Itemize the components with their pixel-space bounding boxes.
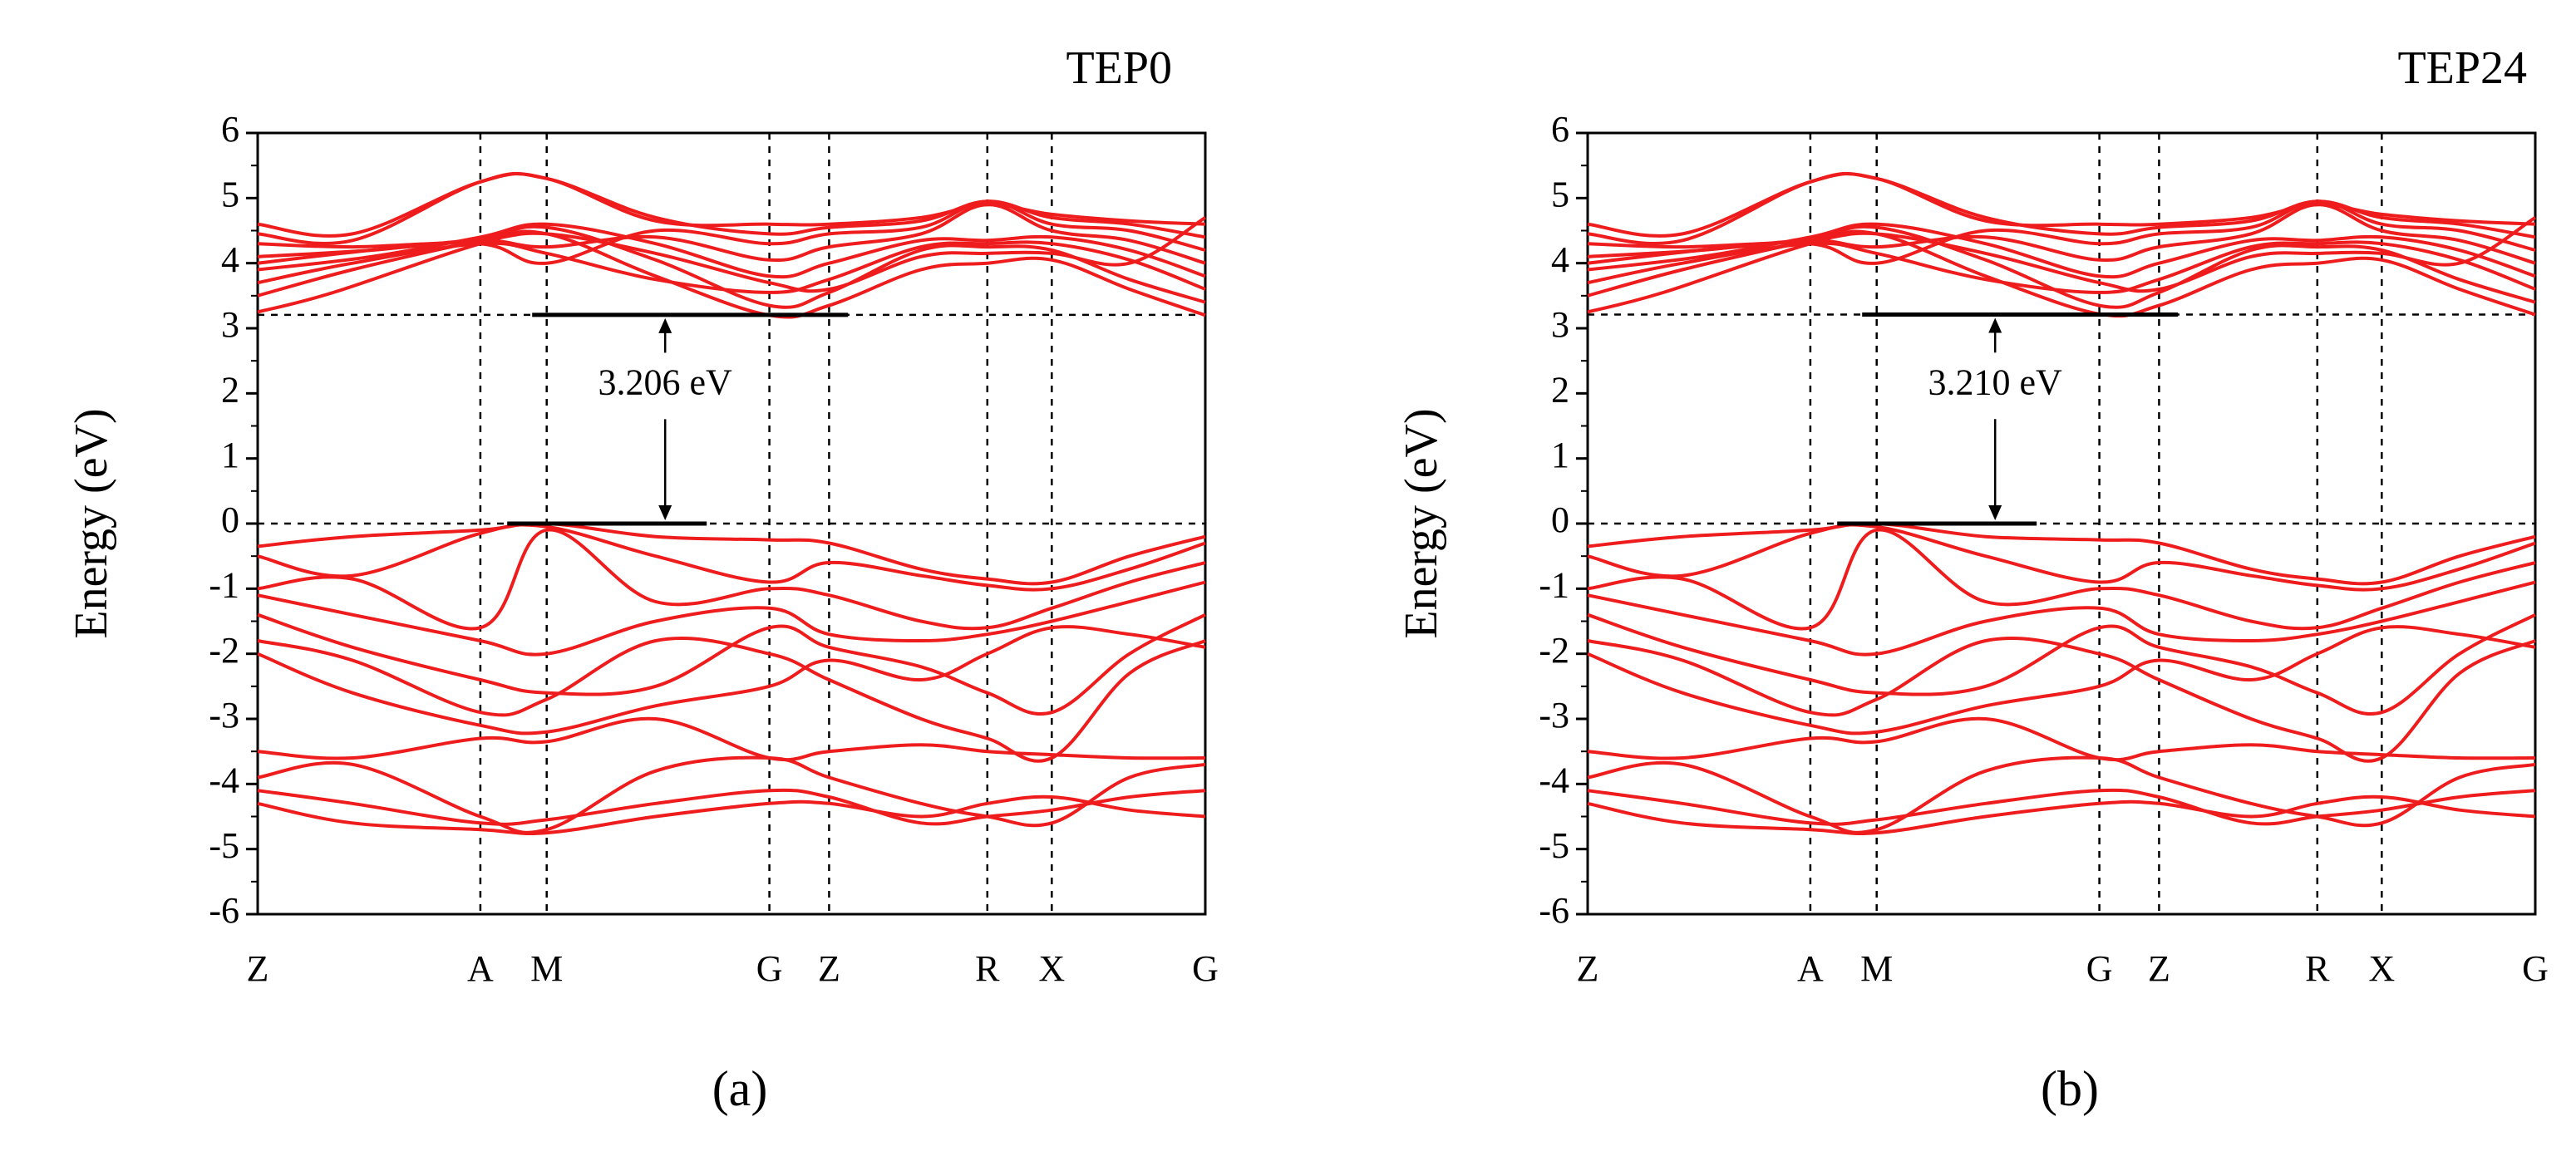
band-line-cb8 — [1587, 172, 2536, 238]
y-tick-label: 1 — [1551, 435, 1569, 475]
y-tick-label: 4 — [221, 239, 239, 280]
x-tick-label: M — [1860, 948, 1893, 989]
band-gap-annotation: 3.210 eV — [1837, 312, 2179, 526]
chart-title: TEP24 — [2397, 42, 2527, 94]
band-line-vb1 — [257, 521, 1206, 586]
y-tick-label: 0 — [221, 499, 239, 540]
band-line-vb5 — [257, 612, 1206, 716]
y-tick-label: 2 — [221, 369, 239, 410]
y-axis-ticks: -6 -5 -4 -3 -2 -1 0 1 2 3 4 5 6 — [209, 109, 258, 931]
y-tick-label: -6 — [209, 890, 239, 931]
band-line-vb8 — [257, 716, 1206, 762]
band-line-vb1 — [1587, 521, 2536, 586]
chart-title: TEP0 — [1066, 42, 1172, 94]
y-tick-label: 0 — [1551, 499, 1569, 540]
band-line-vb11 — [257, 794, 1206, 835]
y-axis-title: Energy (eV) — [1396, 408, 1447, 638]
y-tick-label: -2 — [209, 630, 239, 671]
y-tick-label: -1 — [1539, 564, 1569, 605]
arrowhead-up-icon — [1988, 317, 2002, 333]
x-tick-label: G — [2086, 948, 2113, 989]
band-line-vb6 — [257, 637, 1206, 763]
band-line-cb3 — [257, 240, 1206, 294]
x-tick-label: Z — [2148, 948, 2170, 989]
band-line-cb9 — [257, 216, 1207, 293]
y-tick-label: 6 — [1551, 109, 1569, 150]
band-line-vb4 — [1587, 580, 2536, 657]
x-tick-label: X — [1038, 948, 1065, 989]
y-tick-label: -4 — [209, 760, 239, 800]
x-tick-label: A — [467, 948, 494, 989]
band-line-vb2 — [257, 523, 1206, 592]
gap-label-background — [1899, 357, 2091, 415]
band-lines — [1587, 171, 2537, 835]
band-line-vb4 — [257, 580, 1206, 657]
band-line-vb8 — [1587, 716, 2536, 762]
x-tick-label: G — [1192, 948, 1219, 989]
band-line-vb7 — [257, 625, 1206, 735]
band-line-vb3 — [257, 528, 1206, 631]
band-line-vb10 — [1587, 788, 2536, 826]
y-tick-label: -3 — [209, 695, 239, 735]
arrowhead-down-icon — [658, 505, 672, 520]
x-tick-label: A — [1797, 948, 1824, 989]
y-tick-label: 5 — [221, 174, 239, 214]
y-tick-label: -6 — [1539, 890, 1569, 931]
x-tick-label: G — [756, 948, 783, 989]
x-tick-label: X — [2368, 948, 2395, 989]
y-axis-ticks: -6 -5 -4 -3 -2 -1 0 1 2 3 4 5 6 — [1539, 109, 1588, 931]
y-tick-label: -4 — [1539, 760, 1569, 800]
x-tick-label: Z — [1577, 948, 1599, 989]
y-tick-label: -2 — [1539, 630, 1569, 671]
band-line-vb9 — [257, 755, 1206, 834]
arrowhead-down-icon — [1988, 505, 2002, 520]
y-tick-label: 6 — [221, 109, 239, 150]
band-gap-label: 3.206 eV — [598, 362, 733, 403]
band-line-vb11 — [1587, 794, 2536, 835]
y-tick-label: -1 — [209, 564, 239, 605]
x-tick-label: G — [2522, 948, 2549, 989]
band-lines — [257, 171, 1207, 835]
y-tick-label: -5 — [209, 825, 239, 866]
arrowhead-up-icon — [658, 317, 672, 333]
y-tick-label: 3 — [221, 304, 239, 345]
x-tick-label: R — [975, 948, 1000, 989]
y-tick-label: -5 — [1539, 825, 1569, 866]
y-tick-label: 4 — [1551, 239, 1569, 280]
band-gap-annotation: 3.206 eV — [507, 312, 849, 526]
band-gap-label: 3.210 eV — [1928, 362, 2063, 402]
x-tick-label: Z — [247, 948, 269, 989]
y-tick-label: 2 — [1551, 369, 1569, 410]
y-axis-title: Energy (eV) — [66, 408, 117, 638]
band-line-vb10 — [257, 788, 1206, 826]
band-line-vb2 — [1587, 523, 2536, 592]
band-line-vb7 — [1587, 625, 2536, 735]
y-tick-label: 1 — [221, 435, 239, 475]
y-tick-label: 5 — [1551, 174, 1569, 214]
x-tick-label: R — [2305, 948, 2330, 989]
y-tick-label: 3 — [1551, 304, 1569, 345]
gap-label-background — [569, 357, 761, 415]
subfigure-caption: (a) — [712, 1061, 768, 1116]
band-line-cb9 — [1587, 216, 2537, 293]
band-line-vb6 — [1587, 637, 2536, 763]
band-line-cb3 — [1587, 240, 2536, 294]
band-line-vb5 — [1587, 612, 2536, 716]
x-tick-label: M — [530, 948, 563, 989]
x-tick-label: Z — [818, 948, 840, 989]
band-line-vb3 — [1587, 528, 2536, 631]
subfigure-caption: (b) — [2041, 1061, 2099, 1116]
y-tick-label: -3 — [1539, 695, 1569, 735]
band-line-cb8 — [257, 172, 1206, 238]
band-line-vb9 — [1587, 755, 2536, 834]
